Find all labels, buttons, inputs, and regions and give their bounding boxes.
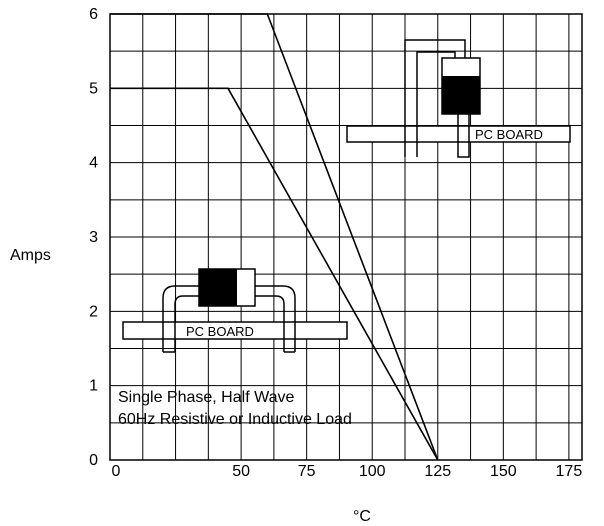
- y-tick-label: 1: [89, 378, 98, 395]
- series-line: [110, 87, 439, 461]
- y-tick-label: 2: [89, 303, 98, 320]
- x-tick-label: 50: [232, 463, 250, 480]
- chart-series: [110, 13, 439, 461]
- pc-board-label: PC BOARD: [186, 324, 254, 339]
- pc-board-inset-vertical: PC BOARD: [346, 39, 571, 158]
- diode-band: [442, 76, 480, 114]
- diode-band: [199, 269, 237, 306]
- y-tick-label: 0: [89, 452, 98, 469]
- x-tick-label: 75: [298, 463, 316, 480]
- series-line: [110, 13, 439, 461]
- plot-frame: [109, 13, 583, 461]
- x-tick-labels: 0 50 75 100 125 150 175: [112, 463, 583, 480]
- x-tick-label: 175: [556, 463, 583, 480]
- x-tick-label: 125: [424, 463, 451, 480]
- annotation-line-1: Single Phase, Half Wave: [118, 389, 294, 406]
- y-tick-label: 4: [89, 155, 98, 172]
- pc-board-inset-horizontal: PC BOARD: [122, 268, 348, 353]
- lead-bottom: [457, 114, 470, 158]
- x-axis-label: °C: [353, 508, 371, 525]
- annotation-line-2: 60Hz Resistive or Inductive Load: [118, 411, 352, 428]
- x-tick-label: 150: [490, 463, 517, 480]
- y-tick-label: 5: [89, 80, 98, 97]
- y-tick-labels: 0 1 2 3 4 5 6: [89, 6, 98, 469]
- y-axis-label: Amps: [10, 247, 51, 264]
- pc-board-rect: [122, 321, 348, 340]
- y-tick-label: 6: [89, 6, 98, 23]
- lead-outer: [404, 39, 466, 157]
- x-tick-label: 0: [112, 463, 121, 480]
- y-tick-label: 3: [89, 229, 98, 246]
- x-tick-label: 100: [359, 463, 386, 480]
- lead-inner: [416, 51, 456, 157]
- pc-board-label: PC BOARD: [475, 127, 543, 142]
